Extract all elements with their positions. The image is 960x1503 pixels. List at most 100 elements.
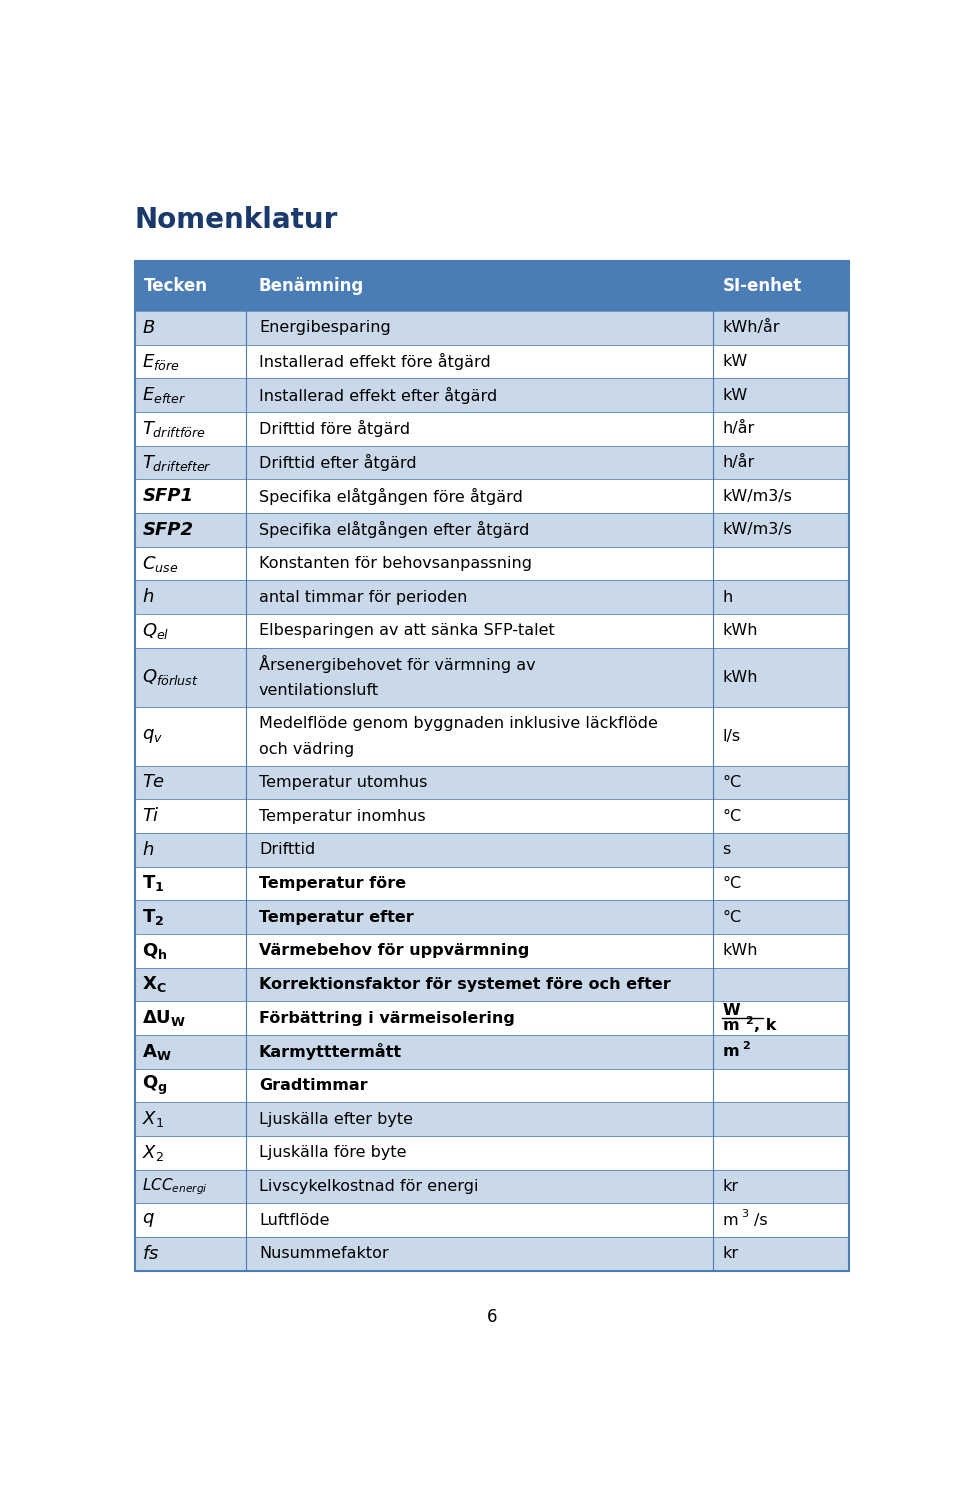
Bar bbox=[246, 547, 713, 580]
Text: 6: 6 bbox=[487, 1308, 497, 1326]
Text: Tecken: Tecken bbox=[144, 277, 207, 295]
Text: Specifika elåtgången före åtgärd: Specifika elåtgången före åtgärd bbox=[259, 488, 523, 505]
Text: s: s bbox=[722, 842, 731, 857]
Bar bbox=[713, 706, 849, 765]
Text: Värmebehov för uppvärmning: Värmebehov för uppvärmning bbox=[259, 944, 529, 959]
Bar bbox=[134, 513, 246, 547]
Text: kW/m3/s: kW/m3/s bbox=[722, 523, 792, 538]
Bar bbox=[246, 479, 713, 513]
Text: $\mathbf{Q}_{\mathbf{g}}$: $\mathbf{Q}_{\mathbf{g}}$ bbox=[142, 1073, 168, 1097]
Bar bbox=[246, 262, 713, 311]
Text: 2: 2 bbox=[745, 1016, 753, 1027]
Text: Energibesparing: Energibesparing bbox=[259, 320, 391, 335]
Bar bbox=[713, 1169, 849, 1204]
Text: °C: °C bbox=[722, 776, 741, 791]
Bar bbox=[246, 1036, 713, 1069]
Text: m: m bbox=[722, 1045, 739, 1060]
Text: och vädring: och vädring bbox=[259, 741, 354, 756]
Text: $\mathit{Q}_{\mathit{förlust}}$: $\mathit{Q}_{\mathit{förlust}}$ bbox=[142, 667, 200, 687]
Bar bbox=[713, 968, 849, 1001]
Bar bbox=[713, 648, 849, 706]
Bar bbox=[713, 446, 849, 479]
Bar bbox=[713, 765, 849, 800]
Bar bbox=[134, 344, 246, 379]
Bar bbox=[134, 311, 246, 344]
Bar bbox=[134, 900, 246, 933]
Text: $\mathit{LCC}_{\mathit{energi}}$: $\mathit{LCC}_{\mathit{energi}}$ bbox=[142, 1175, 208, 1196]
Text: $\mathit{fs}$: $\mathit{fs}$ bbox=[142, 1244, 159, 1263]
Bar bbox=[713, 479, 849, 513]
Bar bbox=[246, 900, 713, 933]
Bar bbox=[713, 1204, 849, 1237]
Text: , k: , k bbox=[754, 1018, 776, 1033]
Text: antal timmar för perioden: antal timmar för perioden bbox=[259, 589, 468, 604]
Text: $\mathit{X}_{\mathit{1}}$: $\mathit{X}_{\mathit{1}}$ bbox=[142, 1109, 164, 1129]
Text: kr: kr bbox=[722, 1246, 738, 1261]
Bar bbox=[246, 513, 713, 547]
Bar bbox=[246, 1102, 713, 1136]
Bar bbox=[134, 412, 246, 446]
Text: SFP2: SFP2 bbox=[142, 522, 193, 540]
Text: $\mathit{h}$: $\mathit{h}$ bbox=[142, 588, 155, 606]
Bar bbox=[713, 1237, 849, 1270]
Bar bbox=[134, 968, 246, 1001]
Text: Nomenklatur: Nomenklatur bbox=[134, 206, 338, 234]
Text: ventilationsluft: ventilationsluft bbox=[259, 682, 379, 697]
Bar bbox=[246, 648, 713, 706]
Text: SI-enhet: SI-enhet bbox=[722, 277, 802, 295]
Text: $\mathit{q}_{\mathit{v}}$: $\mathit{q}_{\mathit{v}}$ bbox=[142, 727, 163, 745]
Bar bbox=[246, 311, 713, 344]
Bar bbox=[713, 547, 849, 580]
Bar bbox=[713, 580, 849, 615]
Bar bbox=[134, 262, 849, 1270]
Text: $\mathbf{\Delta U}_{\mathbf{W}}$: $\mathbf{\Delta U}_{\mathbf{W}}$ bbox=[142, 1009, 186, 1028]
Bar bbox=[134, 262, 246, 311]
Bar bbox=[246, 1001, 713, 1036]
Bar bbox=[134, 833, 246, 867]
Bar bbox=[246, 867, 713, 900]
Text: Installerad effekt efter åtgärd: Installerad effekt efter åtgärd bbox=[259, 386, 497, 404]
Bar bbox=[134, 1069, 246, 1102]
Bar bbox=[134, 580, 246, 615]
Text: kW/m3/s: kW/m3/s bbox=[722, 488, 792, 504]
Text: W: W bbox=[722, 1003, 740, 1018]
Text: $\mathit{Te}$: $\mathit{Te}$ bbox=[142, 774, 165, 792]
Bar bbox=[134, 706, 246, 765]
Text: $\mathit{E}_{\mathit{efter}}$: $\mathit{E}_{\mathit{efter}}$ bbox=[142, 385, 186, 406]
Text: $\mathit{C}_{\mathit{use}}$: $\mathit{C}_{\mathit{use}}$ bbox=[142, 553, 179, 574]
Bar bbox=[713, 1136, 849, 1169]
Text: $\mathit{T}_{\mathit{driftföre}}$: $\mathit{T}_{\mathit{driftföre}}$ bbox=[142, 419, 205, 439]
Text: $\mathbf{Q}_{\mathbf{h}}$: $\mathbf{Q}_{\mathbf{h}}$ bbox=[142, 941, 168, 960]
Bar bbox=[713, 615, 849, 648]
Bar bbox=[246, 1169, 713, 1204]
Text: Gradtimmar: Gradtimmar bbox=[259, 1078, 368, 1093]
Text: $\mathbf{T}_{\mathbf{2}}$: $\mathbf{T}_{\mathbf{2}}$ bbox=[142, 908, 164, 927]
Bar bbox=[134, 1169, 246, 1204]
Bar bbox=[246, 446, 713, 479]
Text: kW: kW bbox=[722, 355, 748, 370]
Text: $\mathbf{A}_{\mathbf{W}}$: $\mathbf{A}_{\mathbf{W}}$ bbox=[142, 1042, 172, 1061]
Text: Årsenergibehovet för värmning av: Årsenergibehovet för värmning av bbox=[259, 655, 536, 673]
Bar bbox=[134, 648, 246, 706]
Text: kW: kW bbox=[722, 388, 748, 403]
Bar bbox=[713, 933, 849, 968]
Bar bbox=[246, 1136, 713, 1169]
Text: Benämning: Benämning bbox=[259, 277, 364, 295]
Text: $\mathit{X}_{\mathit{2}}$: $\mathit{X}_{\mathit{2}}$ bbox=[142, 1142, 164, 1163]
Text: Medelflöde genom byggnaden inklusive läckflöde: Medelflöde genom byggnaden inklusive läc… bbox=[259, 715, 658, 730]
Bar bbox=[246, 412, 713, 446]
Text: °C: °C bbox=[722, 809, 741, 824]
Bar bbox=[246, 1069, 713, 1102]
Bar bbox=[246, 765, 713, 800]
Text: Förbättring i värmeisolering: Förbättring i värmeisolering bbox=[259, 1010, 515, 1025]
Bar bbox=[134, 547, 246, 580]
Bar bbox=[713, 379, 849, 412]
Bar bbox=[134, 479, 246, 513]
Text: Nusummefaktor: Nusummefaktor bbox=[259, 1246, 389, 1261]
Bar bbox=[246, 933, 713, 968]
Text: Drifttid före åtgärd: Drifttid före åtgärd bbox=[259, 421, 410, 437]
Bar bbox=[713, 833, 849, 867]
Text: Ljuskälla före byte: Ljuskälla före byte bbox=[259, 1145, 406, 1160]
Bar bbox=[134, 1001, 246, 1036]
Text: Livscykelkostnad för energi: Livscykelkostnad för energi bbox=[259, 1178, 478, 1193]
